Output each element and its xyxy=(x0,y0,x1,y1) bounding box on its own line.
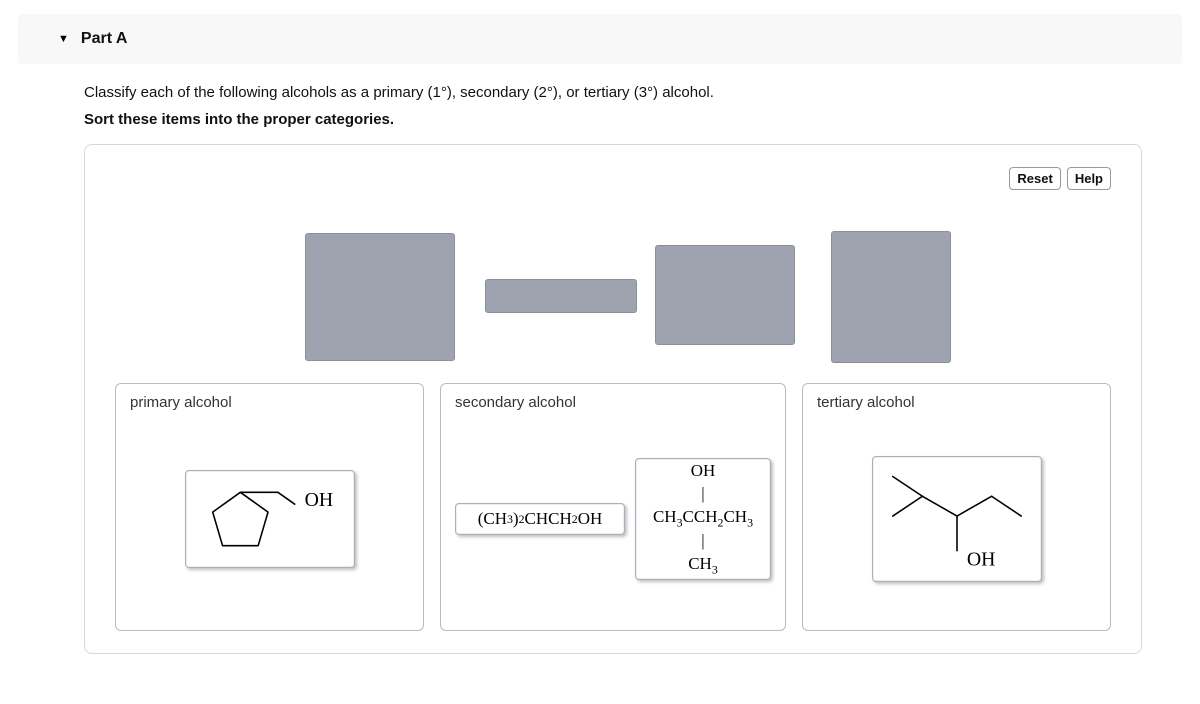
question-container: ▼ Part A Classify each of the following … xyxy=(0,0,1200,704)
collapse-icon[interactable]: ▼ xyxy=(58,33,69,45)
bin-secondary-label: secondary alcohol xyxy=(449,392,777,419)
prompt-line-2: Sort these items into the proper categor… xyxy=(84,111,1182,128)
bin-tertiary[interactable]: tertiary alcohol xyxy=(802,383,1111,631)
part-title: Part A xyxy=(81,30,128,48)
stack-line-1: OH xyxy=(653,460,753,483)
stack-line-5: CH3 xyxy=(653,553,753,577)
bin-tertiary-content: OH xyxy=(811,419,1102,619)
stack-line-4: | xyxy=(653,530,753,553)
tile-cyclopentylmethanol[interactable]: OH xyxy=(185,470,355,568)
source-item-row xyxy=(115,171,1111,371)
oh-label: OH xyxy=(304,489,333,511)
oh-label: OH xyxy=(966,548,995,570)
stack-line-2: | xyxy=(653,483,753,506)
bin-tertiary-label: tertiary alcohol xyxy=(811,392,1102,419)
bin-primary-label: primary alcohol xyxy=(124,392,415,419)
part-header: ▼ Part A xyxy=(18,14,1182,64)
tile-isobutyl-alcohol[interactable]: (CH3)2CHCH2OH xyxy=(455,503,625,535)
category-bins: primary alcohol OH xyxy=(115,383,1111,631)
prompt-block: Classify each of the following alcohols … xyxy=(18,84,1182,128)
cyclopentyl-structure-icon: OH xyxy=(186,470,354,568)
formula-stack: OH | CH3CCH2CH3 | CH3 xyxy=(653,460,753,578)
source-slot-4[interactable] xyxy=(831,231,951,363)
bin-primary[interactable]: primary alcohol OH xyxy=(115,383,424,631)
source-slot-2[interactable] xyxy=(485,279,637,313)
tile-2-methyl-2-butanol[interactable]: OH | CH3CCH2CH3 | CH3 xyxy=(635,458,771,580)
sort-workspace: Reset Help primary alcohol xyxy=(84,144,1142,654)
stack-line-3: CH3CCH2CH3 xyxy=(653,506,753,530)
bin-primary-content: OH xyxy=(124,419,415,619)
bin-secondary[interactable]: secondary alcohol (CH3)2CHCH2OH OH | CH3… xyxy=(440,383,786,631)
branched-structure-icon: OH xyxy=(873,456,1041,582)
tile-branched-tertiary-alcohol[interactable]: OH xyxy=(872,456,1042,582)
source-slot-1[interactable] xyxy=(305,233,455,361)
source-slot-3[interactable] xyxy=(655,245,795,345)
bin-secondary-content: (CH3)2CHCH2OH OH | CH3CCH2CH3 | CH3 xyxy=(449,419,777,619)
prompt-line-1: Classify each of the following alcohols … xyxy=(84,84,1182,101)
